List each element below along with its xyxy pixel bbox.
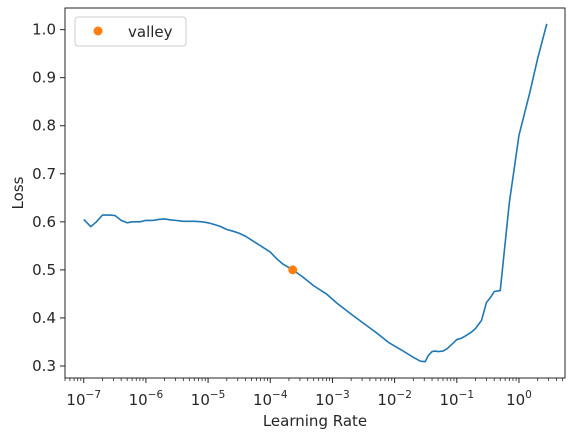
y-tick-label: 0.6 [32,213,56,231]
valley-point [288,265,298,275]
legend-valley-marker-icon [93,26,103,36]
y-tick-label: 0.4 [32,309,56,327]
x-tick-label: 10−7 [66,389,101,409]
x-tick-label: 10−6 [129,389,164,409]
y-tick-label: 0.5 [32,261,56,279]
plot-frame [64,7,566,379]
x-tick-label: 10−1 [439,389,474,409]
x-axis: 10−7 10−6 10−5 10−4 10−3 10−2 10−1 100 [64,378,563,409]
x-tick-label: 10−4 [253,389,288,409]
x-tick-label: 10−3 [315,389,350,409]
legend-valley-label: valley [128,23,173,41]
x-tick-label: 10−5 [191,389,226,409]
plot-content [83,23,548,363]
x-tick-label: 10−2 [377,389,412,409]
y-axis-title: Loss [9,176,27,209]
x-tick-label: 100 [506,389,532,409]
legend: valley [74,16,187,47]
loss-series-line [83,23,548,363]
y-tick-label: 0.3 [32,357,56,375]
y-tick-label: 0.9 [32,69,56,87]
y-tick-label: 1.0 [32,21,56,39]
y-tick-label: 0.7 [32,165,56,183]
legend-box [74,16,187,47]
y-axis: 0.3 0.4 0.5 0.6 0.7 0.8 0.9 1.0 [32,21,65,375]
y-tick-label: 0.8 [32,117,56,135]
x-axis-title: Learning Rate [263,412,367,430]
